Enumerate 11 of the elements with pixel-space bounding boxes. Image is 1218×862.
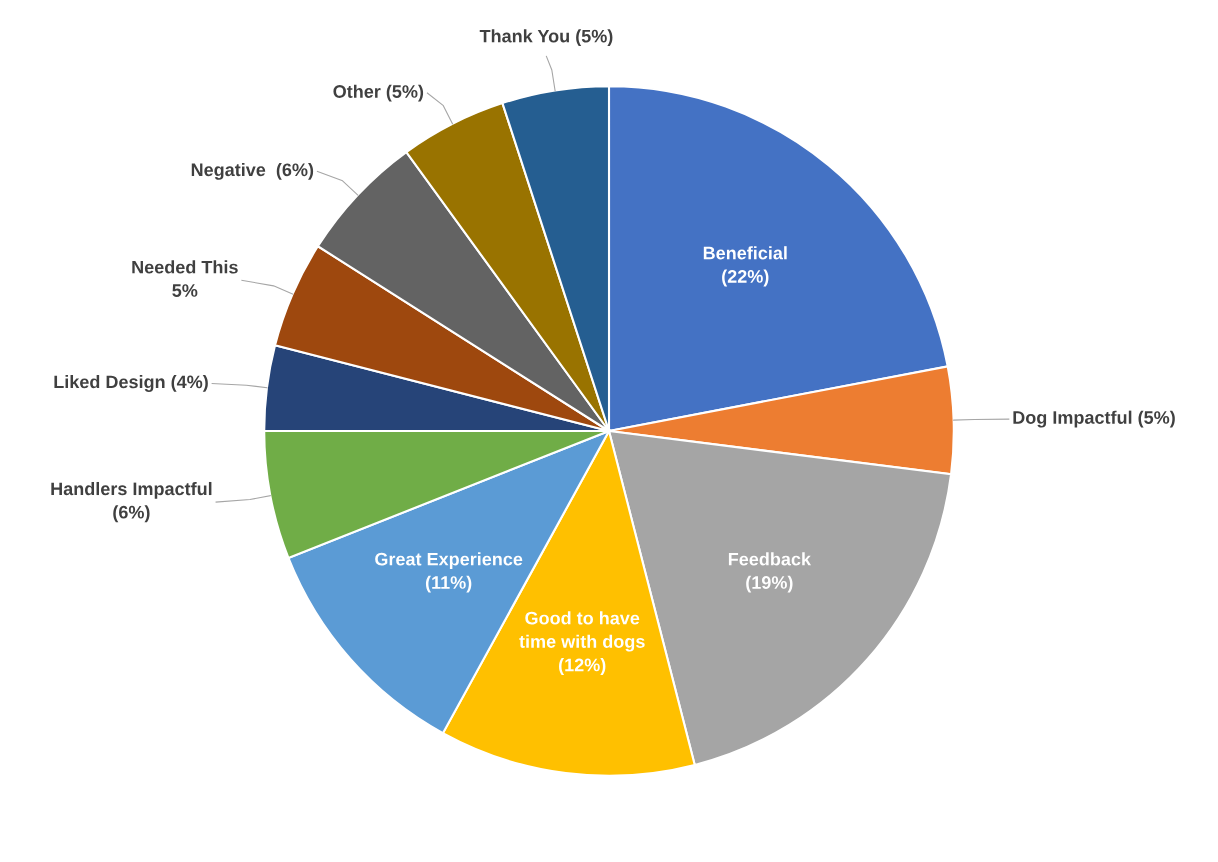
slice-label: Needed This 5% xyxy=(132,260,238,297)
slice-label: Other (5%) xyxy=(333,84,424,102)
slice-label: Dog Impactful (5%) xyxy=(1013,410,1175,428)
slice-label: Negative (6%) xyxy=(191,162,314,180)
slice-label: Good to have time with dogs (12%) xyxy=(519,611,645,675)
slice-label: Thank You (5%) xyxy=(479,29,613,47)
slice-label: Handlers Impactful (6%) xyxy=(51,481,212,523)
slice-label: Great Experience (11%) xyxy=(375,552,523,593)
slice-label: Liked Design (4%) xyxy=(54,375,208,392)
slice-label: Beneficial (22%) xyxy=(703,246,787,287)
slice-label: Feedback (19%) xyxy=(728,552,812,593)
